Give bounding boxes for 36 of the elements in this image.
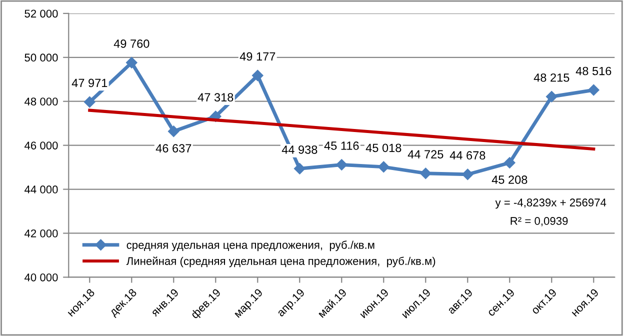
data-label: 45 208: [492, 176, 528, 184]
annotation: y = -4,8239x + 256974: [495, 198, 606, 209]
annotation: R² = 0,0939: [510, 217, 568, 226]
y-tick-label: 40 000: [24, 273, 58, 282]
point: [378, 161, 390, 173]
y-tick-label: 50 000: [24, 54, 58, 62]
point: [336, 159, 348, 170]
point: [420, 168, 432, 179]
point: [546, 91, 558, 102]
point: [252, 70, 264, 82]
point: [462, 168, 474, 180]
point: [588, 84, 600, 96]
data-label: 44 938: [282, 145, 318, 154]
point: [504, 157, 516, 168]
point: [168, 126, 180, 137]
data-label: 45 018: [366, 144, 402, 152]
data-label: 48 215: [534, 73, 570, 82]
data-label: 44 678: [450, 151, 486, 160]
data-label: 46 637: [156, 144, 192, 152]
y-tick-label: 52 000: [24, 10, 58, 18]
legend-label: Линейная (средняя удельная цена предложения, руб./кв.м): [126, 256, 436, 268]
point: [84, 96, 96, 108]
data-label: 45 116: [324, 142, 359, 150]
data-label: 48 516: [576, 66, 612, 76]
point: [126, 57, 138, 68]
y-tick-label: 48 000: [24, 98, 58, 106]
legend-label: средняя удельная цена предложения, руб./кв.м: [126, 240, 374, 252]
data-label: 47 971: [72, 78, 108, 88]
data-label: 49 177: [240, 52, 276, 61]
data-label: 44 725: [408, 150, 444, 159]
data-label: 49 760: [114, 39, 150, 48]
data-label: 47 318: [198, 93, 234, 102]
y-tick-label: 44 000: [24, 186, 58, 194]
point: [294, 163, 306, 174]
y-tick-label: 46 000: [24, 142, 58, 150]
y-tick-label: 42 000: [24, 230, 58, 238]
